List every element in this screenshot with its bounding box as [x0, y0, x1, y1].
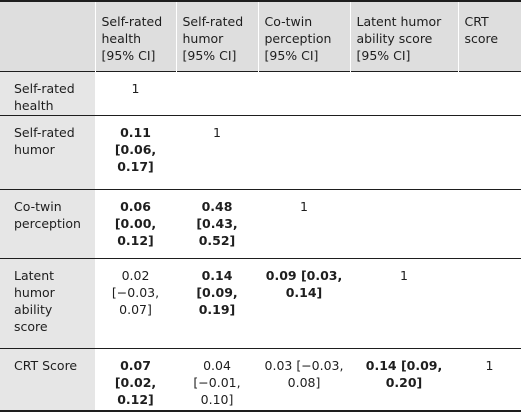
table-cell: [458, 257, 521, 348]
table-cell: 0.14 [0.09, 0.19]: [176, 257, 258, 348]
table-cell: 0.03 [−0.03, 0.08]: [258, 347, 350, 412]
table-cell: 0.48 [0.43, 0.52]: [176, 188, 258, 258]
row-label: Self-rated humor: [0, 114, 95, 189]
row-label: Self-rated health: [0, 70, 95, 115]
header-row: Self-rated health [95% CI] Self-rated hu…: [0, 0, 521, 71]
table-cell: 0.11 [0.06, 0.17]: [95, 114, 176, 189]
table-cell: 0.14 [0.09, 0.20]: [350, 347, 458, 412]
row-label: Co-twin perception: [0, 188, 95, 258]
table-cell: [176, 70, 258, 115]
header-corner: [0, 0, 96, 71]
table-cell: 1: [350, 257, 458, 348]
table-cell: [258, 114, 350, 189]
table-row-latent-humor-ability: Latent humor ability score 0.02 [−0.03, …: [0, 257, 521, 348]
table-row-self-rated-humor: Self-rated humor 0.11 [0.06, 0.17] 1: [0, 114, 521, 189]
table-cell: [458, 114, 521, 189]
header-crt-score: CRT score: [458, 0, 521, 71]
table-cell: [350, 114, 458, 189]
table-cell: 0.06 [0.00, 0.12]: [95, 188, 176, 258]
table-cell: 1: [176, 114, 258, 189]
row-label: Latent humor ability score: [0, 257, 95, 348]
table-cell: 0.09 [0.03, 0.14]: [258, 257, 350, 348]
table-cell: 1: [458, 347, 521, 412]
header-self-rated-health: Self-rated health [95% CI]: [95, 0, 177, 71]
table-row-self-rated-health: Self-rated health 1: [0, 70, 521, 115]
table-cell: 1: [258, 188, 350, 258]
table-cell: 0.02 [−0.03, 0.07]: [95, 257, 176, 348]
table-row-crt-score: CRT Score 0.07 [0.02, 0.12] 0.04 [−0.01,…: [0, 347, 521, 412]
table-cell: 1: [95, 70, 176, 115]
table-cell: [458, 70, 521, 115]
table-cell: [258, 70, 350, 115]
header-self-rated-humor: Self-rated humor [95% CI]: [176, 0, 259, 71]
table-cell: 0.07 [0.02, 0.12]: [95, 347, 176, 412]
table-cell: 0.04 [−0.01, 0.10]: [176, 347, 258, 412]
table-cell: [458, 188, 521, 258]
header-latent-humor-ability: Latent humor ability score [95% CI]: [350, 0, 459, 71]
table-cell: [350, 70, 458, 115]
header-co-twin-perception: Co-twin perception [95% CI]: [258, 0, 351, 71]
row-label: CRT Score: [0, 347, 95, 412]
table-row-co-twin-perception: Co-twin perception 0.06 [0.00, 0.12] 0.4…: [0, 188, 521, 258]
table-cell: [350, 188, 458, 258]
